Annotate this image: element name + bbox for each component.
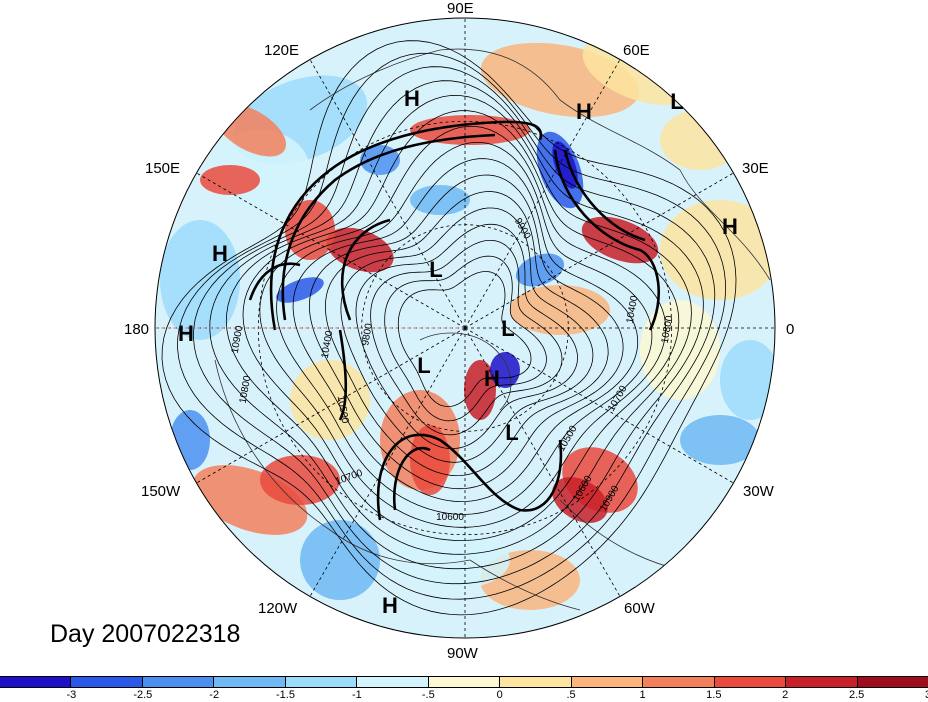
contour-label: 10400	[625, 294, 641, 324]
colorbar-swatch	[643, 677, 715, 687]
low-pressure-marker: L	[505, 420, 519, 445]
contour-label: 10800	[660, 314, 676, 344]
colorbar-swatch	[214, 677, 286, 687]
longitude-label-0: 0	[786, 321, 795, 338]
low-pressure-marker: L	[501, 316, 515, 341]
day-label: Day 2007022318	[50, 620, 241, 648]
colorbar-swatch	[500, 677, 572, 687]
high-pressure-marker: H	[576, 99, 592, 124]
longitude-label-120e: 120E	[264, 42, 300, 59]
contour-label: 10500	[335, 395, 351, 425]
colorbar-swatch	[142, 677, 215, 687]
high-pressure-marker: H	[484, 366, 500, 391]
colorbar-swatch	[857, 677, 928, 687]
longitude-label-150w: 150W	[141, 483, 181, 500]
longitude-label-90e: 90E	[447, 0, 474, 17]
colorbar-tick-label: -2.5	[133, 689, 153, 701]
longitude-label-30w: 30W	[743, 483, 774, 500]
high-pressure-marker: H	[722, 214, 738, 239]
colorbar-swatch	[714, 677, 787, 687]
longitude-label-120w: 120W	[258, 600, 298, 617]
colorbar-swatch	[71, 677, 143, 687]
high-pressure-marker: H	[382, 593, 398, 618]
longitude-label-30e: 30E	[742, 160, 769, 177]
colorbar-tick-label: -1.5	[276, 689, 295, 701]
longitude-label-150e: 150E	[145, 160, 181, 177]
colorbar-swatch	[285, 677, 358, 687]
high-pressure-marker: H	[404, 86, 420, 111]
anomaly-field	[160, 35, 775, 610]
colorbar-swatch	[357, 677, 429, 687]
colorbar-tick-label: 1.5	[706, 689, 722, 701]
colorbar-tick-label: 2	[782, 689, 789, 701]
lat-lon-grid	[155, 18, 775, 638]
colorbar-labels: -3 -2.5 -2 -1.5 -1 -.5 0 .5 1 1.5 2 2.5 3	[0, 689, 928, 702]
contour-label: 10600	[436, 512, 464, 523]
longitude-label-90w: 90W	[447, 645, 478, 662]
colorbar	[0, 676, 928, 688]
longitude-label-60e: 60E	[623, 42, 650, 59]
low-pressure-marker: L	[417, 353, 431, 378]
longitude-label-180: 180	[124, 321, 150, 338]
colorbar-swatch	[786, 677, 858, 687]
colorbar-tick-label: -3	[66, 689, 77, 701]
contour-label: 10900	[230, 324, 246, 354]
colorbar-tick-label: 1	[639, 689, 646, 701]
colorbar-swatch	[0, 677, 72, 687]
jet-stream-contours	[248, 120, 661, 521]
colorbar-swatch	[571, 677, 644, 687]
longitude-label-60w: 60W	[624, 600, 655, 617]
high-pressure-marker: H	[212, 241, 228, 266]
map-border	[154, 17, 776, 639]
colorbar-tick-label: -2	[209, 689, 220, 701]
low-pressure-marker: L	[429, 257, 443, 282]
colorbar-tick-label: 0	[496, 689, 503, 701]
contour-label: 9800	[360, 322, 375, 346]
high-pressure-marker: H	[178, 321, 194, 346]
colorbar-tick-label: 2.5	[848, 689, 865, 701]
contour-label: 10400	[320, 329, 336, 359]
colorbar-swatch	[428, 677, 501, 687]
colorbar-tick-label: -.5	[421, 689, 435, 701]
contour-label: 10800	[238, 374, 254, 404]
colorbar-tick-label: -1	[352, 689, 362, 701]
colorbar-tick-label: .5	[566, 689, 576, 701]
low-pressure-marker: L	[670, 89, 684, 114]
colorbar-tick-label: 3	[925, 689, 928, 701]
